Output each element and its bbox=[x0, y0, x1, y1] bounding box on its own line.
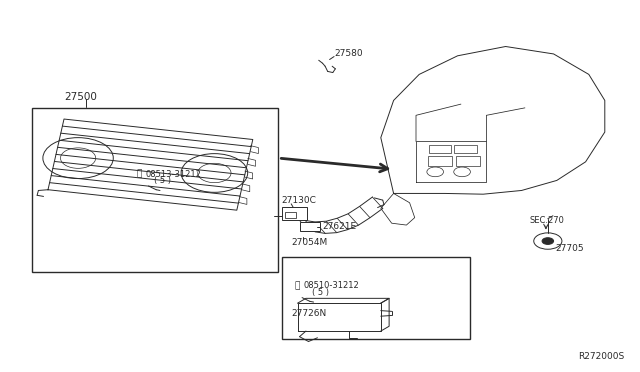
Text: 08513-31212: 08513-31212 bbox=[146, 170, 202, 179]
Text: 27054M: 27054M bbox=[291, 238, 328, 247]
Text: Ⓢ: Ⓢ bbox=[137, 170, 142, 179]
Text: SEC.270: SEC.270 bbox=[530, 216, 564, 225]
Text: 27580: 27580 bbox=[335, 49, 364, 58]
Text: ( 5 ): ( 5 ) bbox=[312, 288, 330, 297]
Text: 27130C: 27130C bbox=[282, 196, 316, 205]
Bar bbox=[454, 145, 477, 153]
Bar bbox=[428, 156, 452, 166]
Bar bbox=[429, 145, 451, 153]
Bar bbox=[282, 207, 307, 220]
Text: 27705: 27705 bbox=[555, 244, 584, 253]
Text: 08510-31212: 08510-31212 bbox=[304, 281, 360, 290]
Text: ( 5 ): ( 5 ) bbox=[154, 176, 171, 185]
Text: 27726N: 27726N bbox=[291, 309, 326, 318]
Circle shape bbox=[542, 238, 554, 244]
Bar bbox=[32, 108, 278, 272]
Text: R272000S: R272000S bbox=[578, 352, 624, 361]
Bar bbox=[282, 257, 470, 339]
Bar bbox=[300, 222, 320, 231]
Text: 27621E: 27621E bbox=[322, 222, 356, 231]
Text: 27500: 27500 bbox=[64, 92, 97, 102]
Text: Ⓢ: Ⓢ bbox=[295, 281, 300, 290]
Bar bbox=[456, 156, 480, 166]
Bar bbox=[285, 212, 296, 218]
